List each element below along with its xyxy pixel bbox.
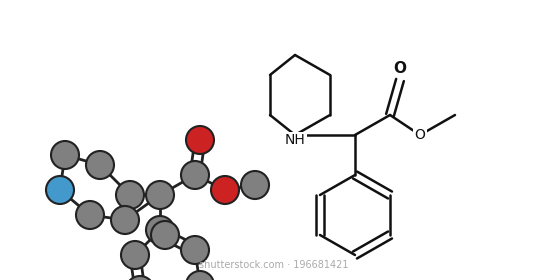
Circle shape: [76, 201, 104, 229]
Circle shape: [186, 271, 214, 280]
Text: O: O: [394, 61, 406, 76]
Circle shape: [186, 126, 214, 154]
Text: shutterstock.com · 196681421: shutterstock.com · 196681421: [199, 260, 349, 270]
Circle shape: [121, 241, 149, 269]
Text: O: O: [414, 128, 425, 142]
Circle shape: [86, 151, 114, 179]
Circle shape: [146, 181, 174, 209]
Circle shape: [151, 221, 179, 249]
Circle shape: [116, 181, 144, 209]
Circle shape: [146, 216, 174, 244]
Circle shape: [181, 236, 209, 264]
Circle shape: [211, 176, 239, 204]
Circle shape: [241, 171, 269, 199]
Circle shape: [181, 161, 209, 189]
Circle shape: [46, 176, 74, 204]
Circle shape: [51, 141, 79, 169]
Circle shape: [111, 206, 139, 234]
Text: NH: NH: [284, 133, 305, 147]
Circle shape: [126, 276, 154, 280]
